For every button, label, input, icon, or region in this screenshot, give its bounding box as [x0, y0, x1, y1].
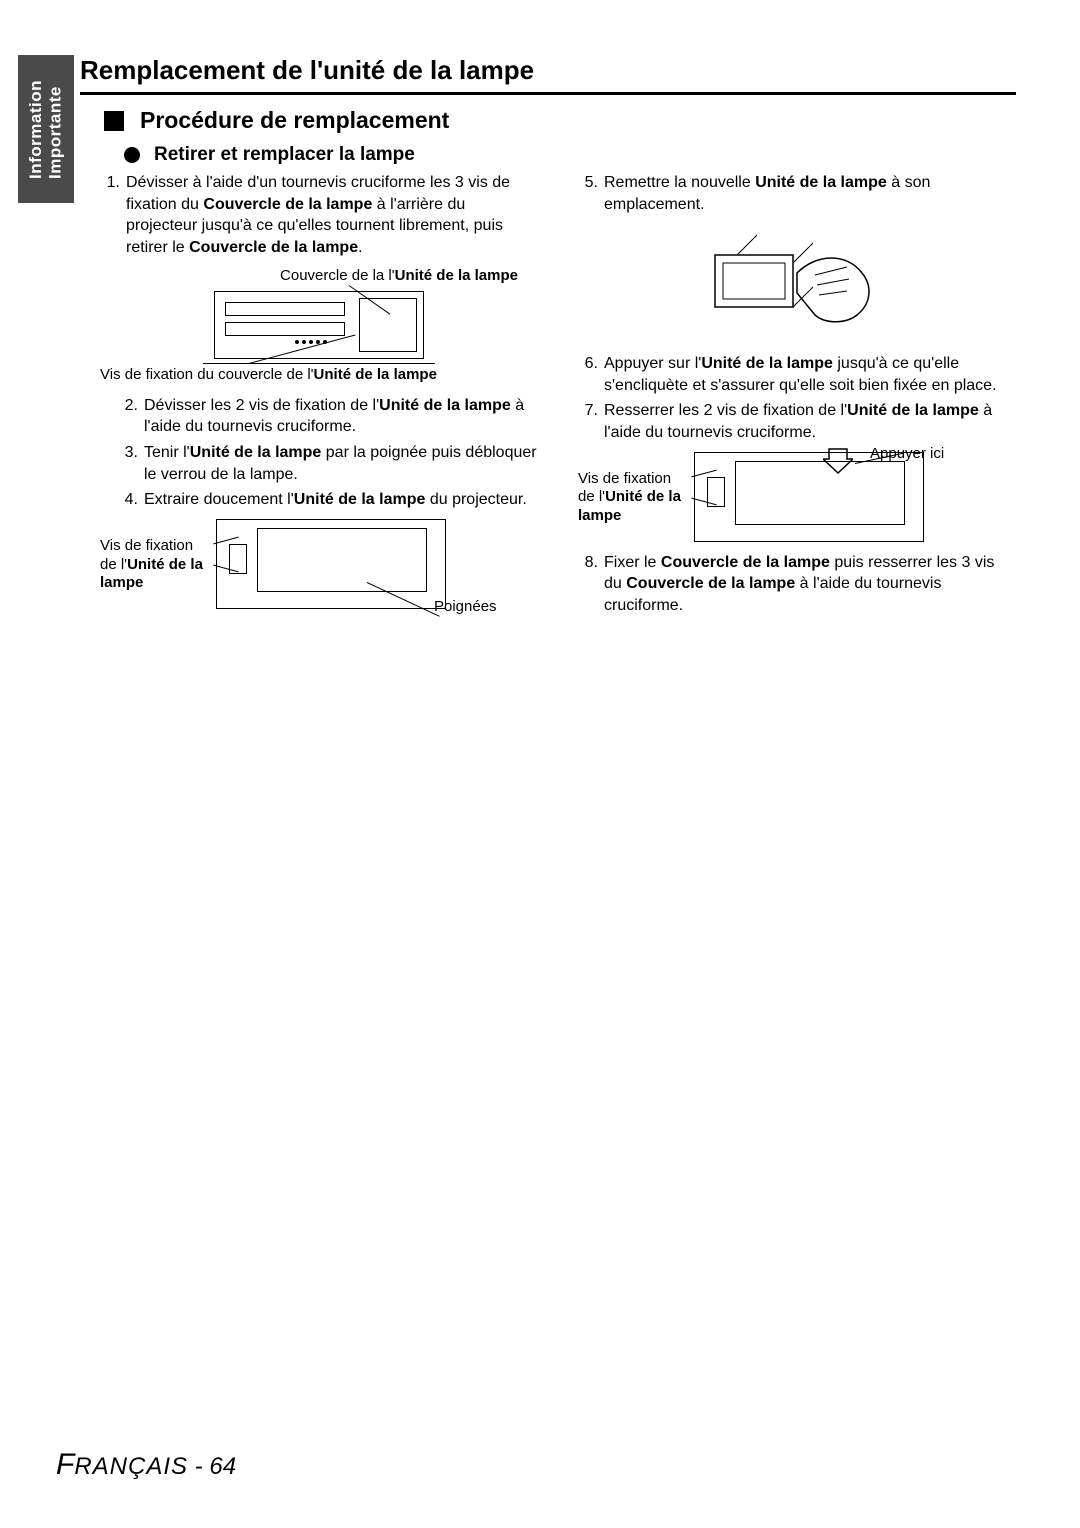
handles-label: Poignées — [434, 597, 497, 617]
lamp-top-illustration — [216, 519, 446, 609]
step-number: 6. — [578, 353, 604, 396]
figure-caption-bottom: Vis de fixation du couvercle de l'Unité … — [100, 365, 538, 385]
section-tab: Information Importante — [18, 55, 74, 203]
step-6: 6. Appuyer sur l'Unité de la lampe jusqu… — [578, 353, 1016, 396]
step-text: Extraire doucement l'Unité de la lampe d… — [144, 489, 538, 511]
lamp-top-illustration-2 — [694, 452, 924, 542]
footer-sep: - — [188, 1453, 209, 1480]
hand-lamp-icon — [697, 223, 897, 343]
step-number: 4. — [118, 489, 144, 511]
step-text: Tenir l'Unité de la lampe par la poignée… — [144, 442, 538, 485]
figure-side-label: Vis de fixation de l'Unité de la lampe — [578, 452, 688, 526]
arrow-down-icon — [823, 447, 853, 475]
circle-bullet-icon — [124, 147, 140, 163]
step-5: 5. Remettre la nouvelle Unité de la lamp… — [578, 172, 1016, 215]
footer-lang-initial: F — [56, 1448, 74, 1481]
step-text: Dévisser les 2 vis de fixation de l'Unit… — [144, 395, 538, 438]
step-text: Remettre la nouvelle Unité de la lampe à… — [604, 172, 1016, 215]
step-2: 2. Dévisser les 2 vis de fixation de l'U… — [118, 395, 538, 438]
step-7: 7. Resserrer les 2 vis de fixation de l'… — [578, 400, 1016, 443]
step-8: 8. Fixer le Couvercle de la lampe puis r… — [578, 552, 1016, 617]
page-title: Remplacement de l'unité de la lampe — [80, 55, 1016, 95]
footer-lang: RANÇAIS — [74, 1453, 188, 1480]
h3-text: Retirer et remplacer la lampe — [154, 144, 415, 166]
step-1: 1. Dévisser à l'aide d'un tournevis cruc… — [100, 172, 538, 258]
step-number: 5. — [578, 172, 604, 215]
projector-back-illustration — [214, 291, 424, 359]
step-text: Fixer le Couvercle de la lampe puis ress… — [604, 552, 1016, 617]
heading-3: Retirer et remplacer la lampe — [124, 144, 1016, 166]
figure-caption-top: Couvercle de la l'Unité de la lampe — [100, 266, 538, 286]
square-bullet-icon — [104, 111, 124, 131]
figure-projector-back: Couvercle de la l'Unité de la lampe Vis … — [100, 266, 538, 385]
figure-side-label: Vis de fixation de l'Unité de la lampe — [100, 519, 210, 593]
page-footer: FRANÇAIS - 64 — [56, 1448, 236, 1482]
figure-lamp-unit-press: Vis de fixation de l'Unité de la lampe — [578, 452, 1016, 542]
step-number: 1. — [100, 172, 126, 258]
step-number: 2. — [118, 395, 144, 438]
figure-lamp-unit-extract: Vis de fixation de l'Unité de la lampe P… — [100, 519, 538, 609]
step-3: 3. Tenir l'Unité de la lampe par la poig… — [118, 442, 538, 485]
step-text: Resserrer les 2 vis de fixation de l'Uni… — [604, 400, 1016, 443]
page-content: Remplacement de l'unité de la lampe Proc… — [80, 55, 1016, 620]
column-left: 1. Dévisser à l'aide d'un tournevis cruc… — [100, 172, 538, 620]
figure-insert-lamp — [578, 223, 1016, 343]
h2-text: Procédure de remplacement — [140, 107, 449, 134]
step-4: 4. Extraire doucement l'Unité de la lamp… — [118, 489, 538, 511]
step-number: 3. — [118, 442, 144, 485]
step-text: Dévisser à l'aide d'un tournevis crucifo… — [126, 172, 538, 258]
tab-line-1: Information — [26, 80, 45, 179]
two-column-layout: 1. Dévisser à l'aide d'un tournevis cruc… — [100, 172, 1016, 620]
heading-2: Procédure de remplacement — [104, 107, 1016, 134]
footer-page-number: 64 — [209, 1453, 236, 1480]
press-here-label: Appuyer ici — [870, 444, 944, 464]
step-number: 7. — [578, 400, 604, 443]
column-right: 5. Remettre la nouvelle Unité de la lamp… — [578, 172, 1016, 620]
step-text: Appuyer sur l'Unité de la lampe jusqu'à … — [604, 353, 1016, 396]
tab-line-2: Importante — [46, 86, 65, 179]
step-number: 8. — [578, 552, 604, 617]
